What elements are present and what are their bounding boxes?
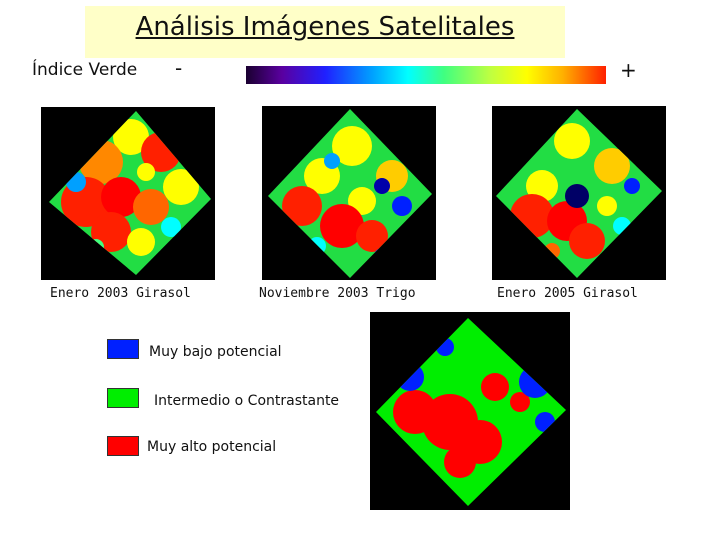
index-label: Índice Verde	[32, 60, 138, 80]
caption-image-2: Noviembre 2003 Trigo	[259, 286, 416, 301]
legend-label-mid: Intermedio o Contrastante	[154, 393, 340, 409]
legend-swatch-high	[107, 436, 139, 456]
caption-image-1: Enero 2003 Girasol	[50, 286, 191, 301]
legend-swatch-low	[107, 339, 139, 359]
satellite-image-2	[262, 106, 436, 280]
title-box	[85, 6, 565, 58]
legend-label-high: Muy alto potencial	[147, 439, 277, 455]
color-scale-bar	[246, 66, 606, 84]
legend-label-low: Muy bajo potencial	[149, 344, 282, 360]
scale-max-sign: +	[620, 58, 637, 82]
page-title: Análisis Imágenes Satelitales	[135, 12, 515, 42]
scale-min-sign: -	[175, 56, 183, 80]
satellite-image-3	[492, 106, 666, 280]
caption-image-3: Enero 2005 Girasol	[497, 286, 638, 301]
satellite-image-1	[41, 107, 215, 280]
legend-swatch-mid	[107, 388, 139, 408]
classified-map	[370, 312, 570, 510]
